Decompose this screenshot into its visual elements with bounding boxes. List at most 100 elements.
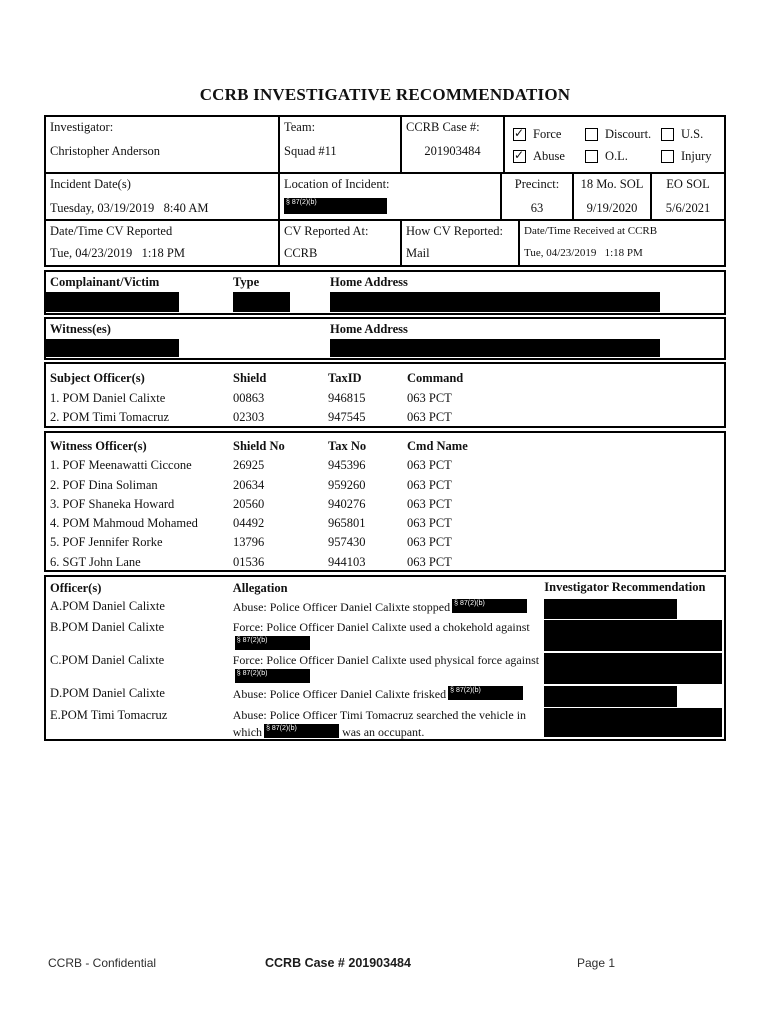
officer-command: 063 PCT: [407, 535, 452, 550]
allegation-officer: D.POM Daniel Calixte: [50, 686, 165, 700]
officer-taxid: 947545: [328, 410, 366, 424]
allegation-row: B.POM Daniel Calixte Force: Police Offic…: [46, 619, 724, 652]
subject-officer-col-header: Subject Officer(s): [50, 371, 145, 385]
cmd-name-col-header: Cmd Name: [407, 439, 468, 453]
allegation-officer: C.POM Daniel Calixte: [50, 653, 165, 667]
redaction-code-text: § 87(2)(b): [286, 199, 317, 206]
officers-col-header: Officer(s): [50, 581, 102, 595]
how-cv-reported-label: How CV Reported:: [406, 224, 503, 238]
allegation-row: C.POM Daniel Calixte Force: Police Offic…: [46, 652, 724, 685]
complainant-address-redaction-bar: [330, 292, 660, 312]
abuse-checkbox-label: Abuse: [533, 148, 565, 163]
cv-reported-at-label: CV Reported At:: [284, 224, 369, 238]
force-checkbox-icon: [513, 126, 526, 141]
case-info-table: Investigator: Christopher Anderson Team:…: [44, 115, 726, 267]
recommendation-redaction-bar: [544, 620, 723, 651]
page-footer: CCRB - Confidential CCRB Case # 20190348…: [0, 956, 770, 976]
witness-officer-row: 4. POM Mahmoud Mohamed 04492 965801 063 …: [46, 512, 724, 531]
incident-date-label: Incident Date(s): [50, 177, 131, 191]
checkbox-item-abuse: Abuse: [513, 148, 585, 164]
cv-reported-label: Date/Time CV Reported: [50, 224, 173, 238]
team-cell: Team: Squad #11: [280, 117, 402, 172]
officer-shield: 04492: [233, 516, 265, 531]
allegations-header-row: Officer(s) Allegation Investigator Recom…: [46, 577, 724, 598]
investigator-label: Investigator:: [50, 120, 114, 134]
command-col-header: Command: [407, 371, 464, 385]
injury-checkbox-label: Injury: [681, 148, 712, 163]
subject-officer-row: 1. POM Daniel Calixte 00863 946815 063 P…: [46, 386, 724, 406]
sol-18mo-label: 18 Mo. SOL: [580, 177, 644, 191]
allegation-text-before: Force: Police Officer Daniel Calixte use…: [232, 620, 530, 634]
footer-case-number: CCRB Case # 201903484: [265, 956, 411, 970]
recommendation-cell: [544, 598, 724, 619]
officer-name: 2. POM Timi Tomacruz: [50, 410, 170, 424]
eo-sol-cell: EO SOL 5/6/2021: [652, 174, 724, 219]
allegation-officer: B.POM Daniel Calixte: [50, 620, 165, 634]
checkbox-item-discourt: Discourt.: [585, 127, 661, 142]
incident-date-cell: Incident Date(s) Tuesday, 03/19/2019 8:4…: [46, 174, 280, 219]
complainant-type-redaction-bar: [233, 292, 290, 312]
witnesses-section: Witness(es) Home Address: [44, 317, 726, 360]
allegation-officer: E.POM Timi Tomacruz: [50, 708, 168, 722]
recommendation-redaction-bar: [544, 653, 723, 684]
ol-checkbox-label: O.L.: [605, 148, 628, 163]
abuse-checkbox-icon: [513, 148, 526, 163]
allegation-text: Force: Police Officer Daniel Calixte use…: [233, 619, 545, 652]
subject-officer-row: 2. POM Timi Tomacruz 02303 947545 063 PC…: [46, 406, 724, 426]
how-cv-reported-cell: How CV Reported: Mail: [402, 221, 520, 265]
allegation-row: E.POM Timi Tomacruz Abuse: Police Office…: [46, 707, 724, 739]
force-checkbox-label: Force: [533, 126, 562, 141]
officer-shield: 26925: [233, 458, 265, 473]
checkbox-item-ol: O.L.: [585, 149, 661, 164]
received-at-ccrb-cell: Date/Time Received at CCRB Tue, 04/23/20…: [520, 221, 724, 265]
officer-command: 063 PCT: [407, 496, 452, 511]
officer-taxid: 945396: [328, 458, 366, 473]
allegation-text-before: Abuse: Police Officer Daniel Calixte fri…: [232, 687, 447, 701]
subject-officers-header-row: Subject Officer(s) Shield TaxID Command: [46, 364, 724, 386]
allegation-text-after: was an occupant.: [339, 724, 425, 739]
officer-shield: 20560: [233, 496, 265, 511]
officer-shield: 02303: [233, 410, 265, 424]
case-number-label: CCRB Case #:: [406, 120, 480, 134]
location-of-incident-cell: Location of Incident: § 87(2)(b): [280, 174, 502, 219]
allegation-text: Abuse: Police Officer Daniel Calixte sto…: [233, 598, 545, 619]
eo-sol-value: 5/6/2021: [665, 201, 711, 215]
tax-no-col-header: Tax No: [328, 439, 367, 453]
checkbox-item-injury: Injury: [661, 149, 724, 164]
witness-officer-col-header: Witness Officer(s): [50, 439, 147, 453]
officer-taxid: 957430: [328, 535, 366, 550]
allegation-text-before: Abuse: Police Officer Daniel Calixte sto…: [232, 600, 451, 614]
allegation-officer: A.POM Daniel Calixte: [50, 599, 165, 613]
allegation-text: Abuse: Police Officer Timi Tomacruz sear…: [233, 707, 545, 739]
officer-shield: 13796: [233, 535, 265, 550]
footer-page-number: Page 1: [577, 956, 616, 970]
officer-command: 063 PCT: [407, 477, 452, 492]
allegation-type-checkboxes: Force Discourt. U.S. Abuse: [505, 117, 724, 172]
witness-officer-row: 6. SGT John Lane 01536 944103 063 PCT: [46, 550, 724, 569]
shield-no-col-header: Shield No: [233, 439, 285, 453]
case-number-value: 201903484: [424, 144, 481, 158]
page-title: CCRB INVESTIGATIVE RECOMMENDATION: [199, 85, 571, 104]
checkbox-row-1: Force Discourt. U.S.: [513, 123, 724, 145]
witness-officers-table: Witness Officer(s) Shield No Tax No Cmd …: [44, 431, 726, 572]
witness-address-redaction-bar: [330, 339, 660, 357]
incident-date-value: Tuesday, 03/19/2019 8:40 AM: [50, 201, 209, 215]
precinct-cell: Precinct: 63: [502, 174, 574, 219]
redaction-code-text: § 87(2)(b): [454, 600, 485, 607]
checkbox-item-force: Force: [513, 126, 585, 142]
officer-taxid: 940276: [328, 496, 366, 511]
info-row-2: Incident Date(s) Tuesday, 03/19/2019 8:4…: [46, 174, 724, 221]
officer-command: 063 PCT: [407, 410, 452, 424]
complainant-name-redaction-bar: [46, 292, 179, 312]
received-at-ccrb-label: Date/Time Received at CCRB: [524, 225, 658, 237]
allegation-redaction-bar: § 87(2)(b): [448, 686, 524, 700]
witness-officer-row: 5. POF Jennifer Rorke 13796 957430 063 P…: [46, 531, 724, 550]
officer-shield: 00863: [233, 390, 265, 405]
officer-command: 063 PCT: [407, 390, 452, 405]
cv-reported-cell: Date/Time CV Reported Tue, 04/23/2019 1:…: [46, 221, 280, 265]
investigator-cell: Investigator: Christopher Anderson: [46, 117, 280, 172]
officer-taxid: 959260: [328, 477, 366, 492]
precinct-value: 63: [530, 201, 544, 215]
injury-checkbox-icon: [661, 149, 674, 163]
witnesses-header: Witness(es): [50, 322, 111, 336]
